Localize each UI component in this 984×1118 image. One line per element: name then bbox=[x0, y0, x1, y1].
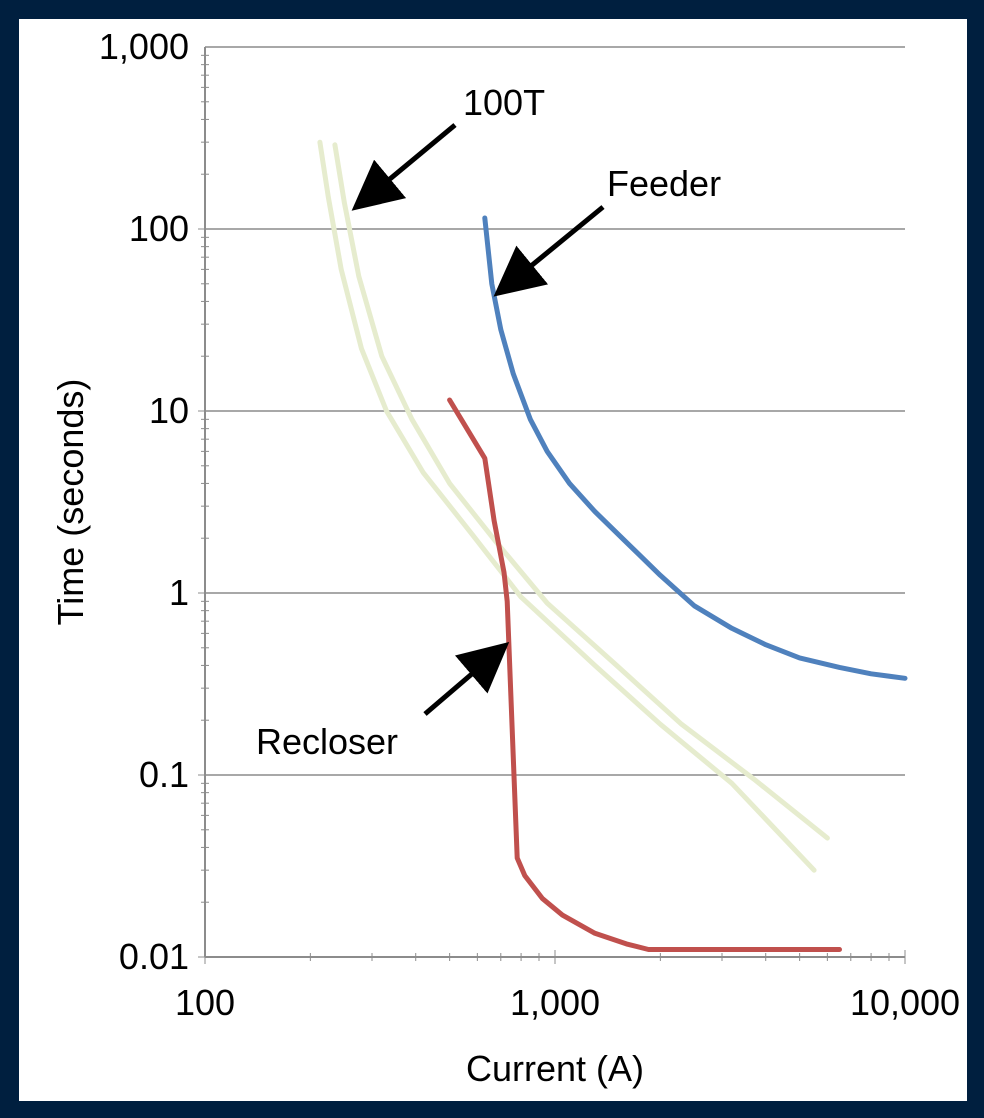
series-line-100t bbox=[332, 142, 830, 841]
annotation-arrow-feeder bbox=[493, 205, 605, 297]
y-tick-label: 10 bbox=[149, 390, 189, 431]
x-axis-title: Current (A) bbox=[466, 1048, 644, 1089]
y-tick-label: 1,000 bbox=[99, 26, 189, 67]
annotation-recloser: Recloser bbox=[256, 721, 398, 762]
y-axis-title: Time (seconds) bbox=[50, 379, 91, 626]
y-tick-label: 1 bbox=[169, 572, 189, 613]
annotation-arrow-100t bbox=[351, 123, 457, 211]
y-tick-label: 0.01 bbox=[119, 936, 189, 977]
y-tick-label: 0.1 bbox=[139, 754, 189, 795]
series-line-100t bbox=[317, 139, 817, 873]
x-tick-label: 1,000 bbox=[510, 982, 600, 1023]
chart-panel: 1,000 100 10 1 0.1 0.01 100 1,000 10,000… bbox=[19, 19, 967, 1101]
tcc-chart: 1,000 100 10 1 0.1 0.01 100 1,000 10,000… bbox=[50, 26, 960, 1089]
series-line-recloser bbox=[447, 397, 842, 952]
y-tick-label: 100 bbox=[129, 208, 189, 249]
annotation-100t: 100T bbox=[463, 82, 545, 123]
x-tick-label: 10,000 bbox=[850, 982, 960, 1023]
series-line-feeder bbox=[482, 215, 908, 681]
x-tick-label: 100 bbox=[175, 982, 235, 1023]
annotation-feeder: Feeder bbox=[607, 163, 721, 204]
annotation-arrow-recloser bbox=[423, 642, 510, 716]
